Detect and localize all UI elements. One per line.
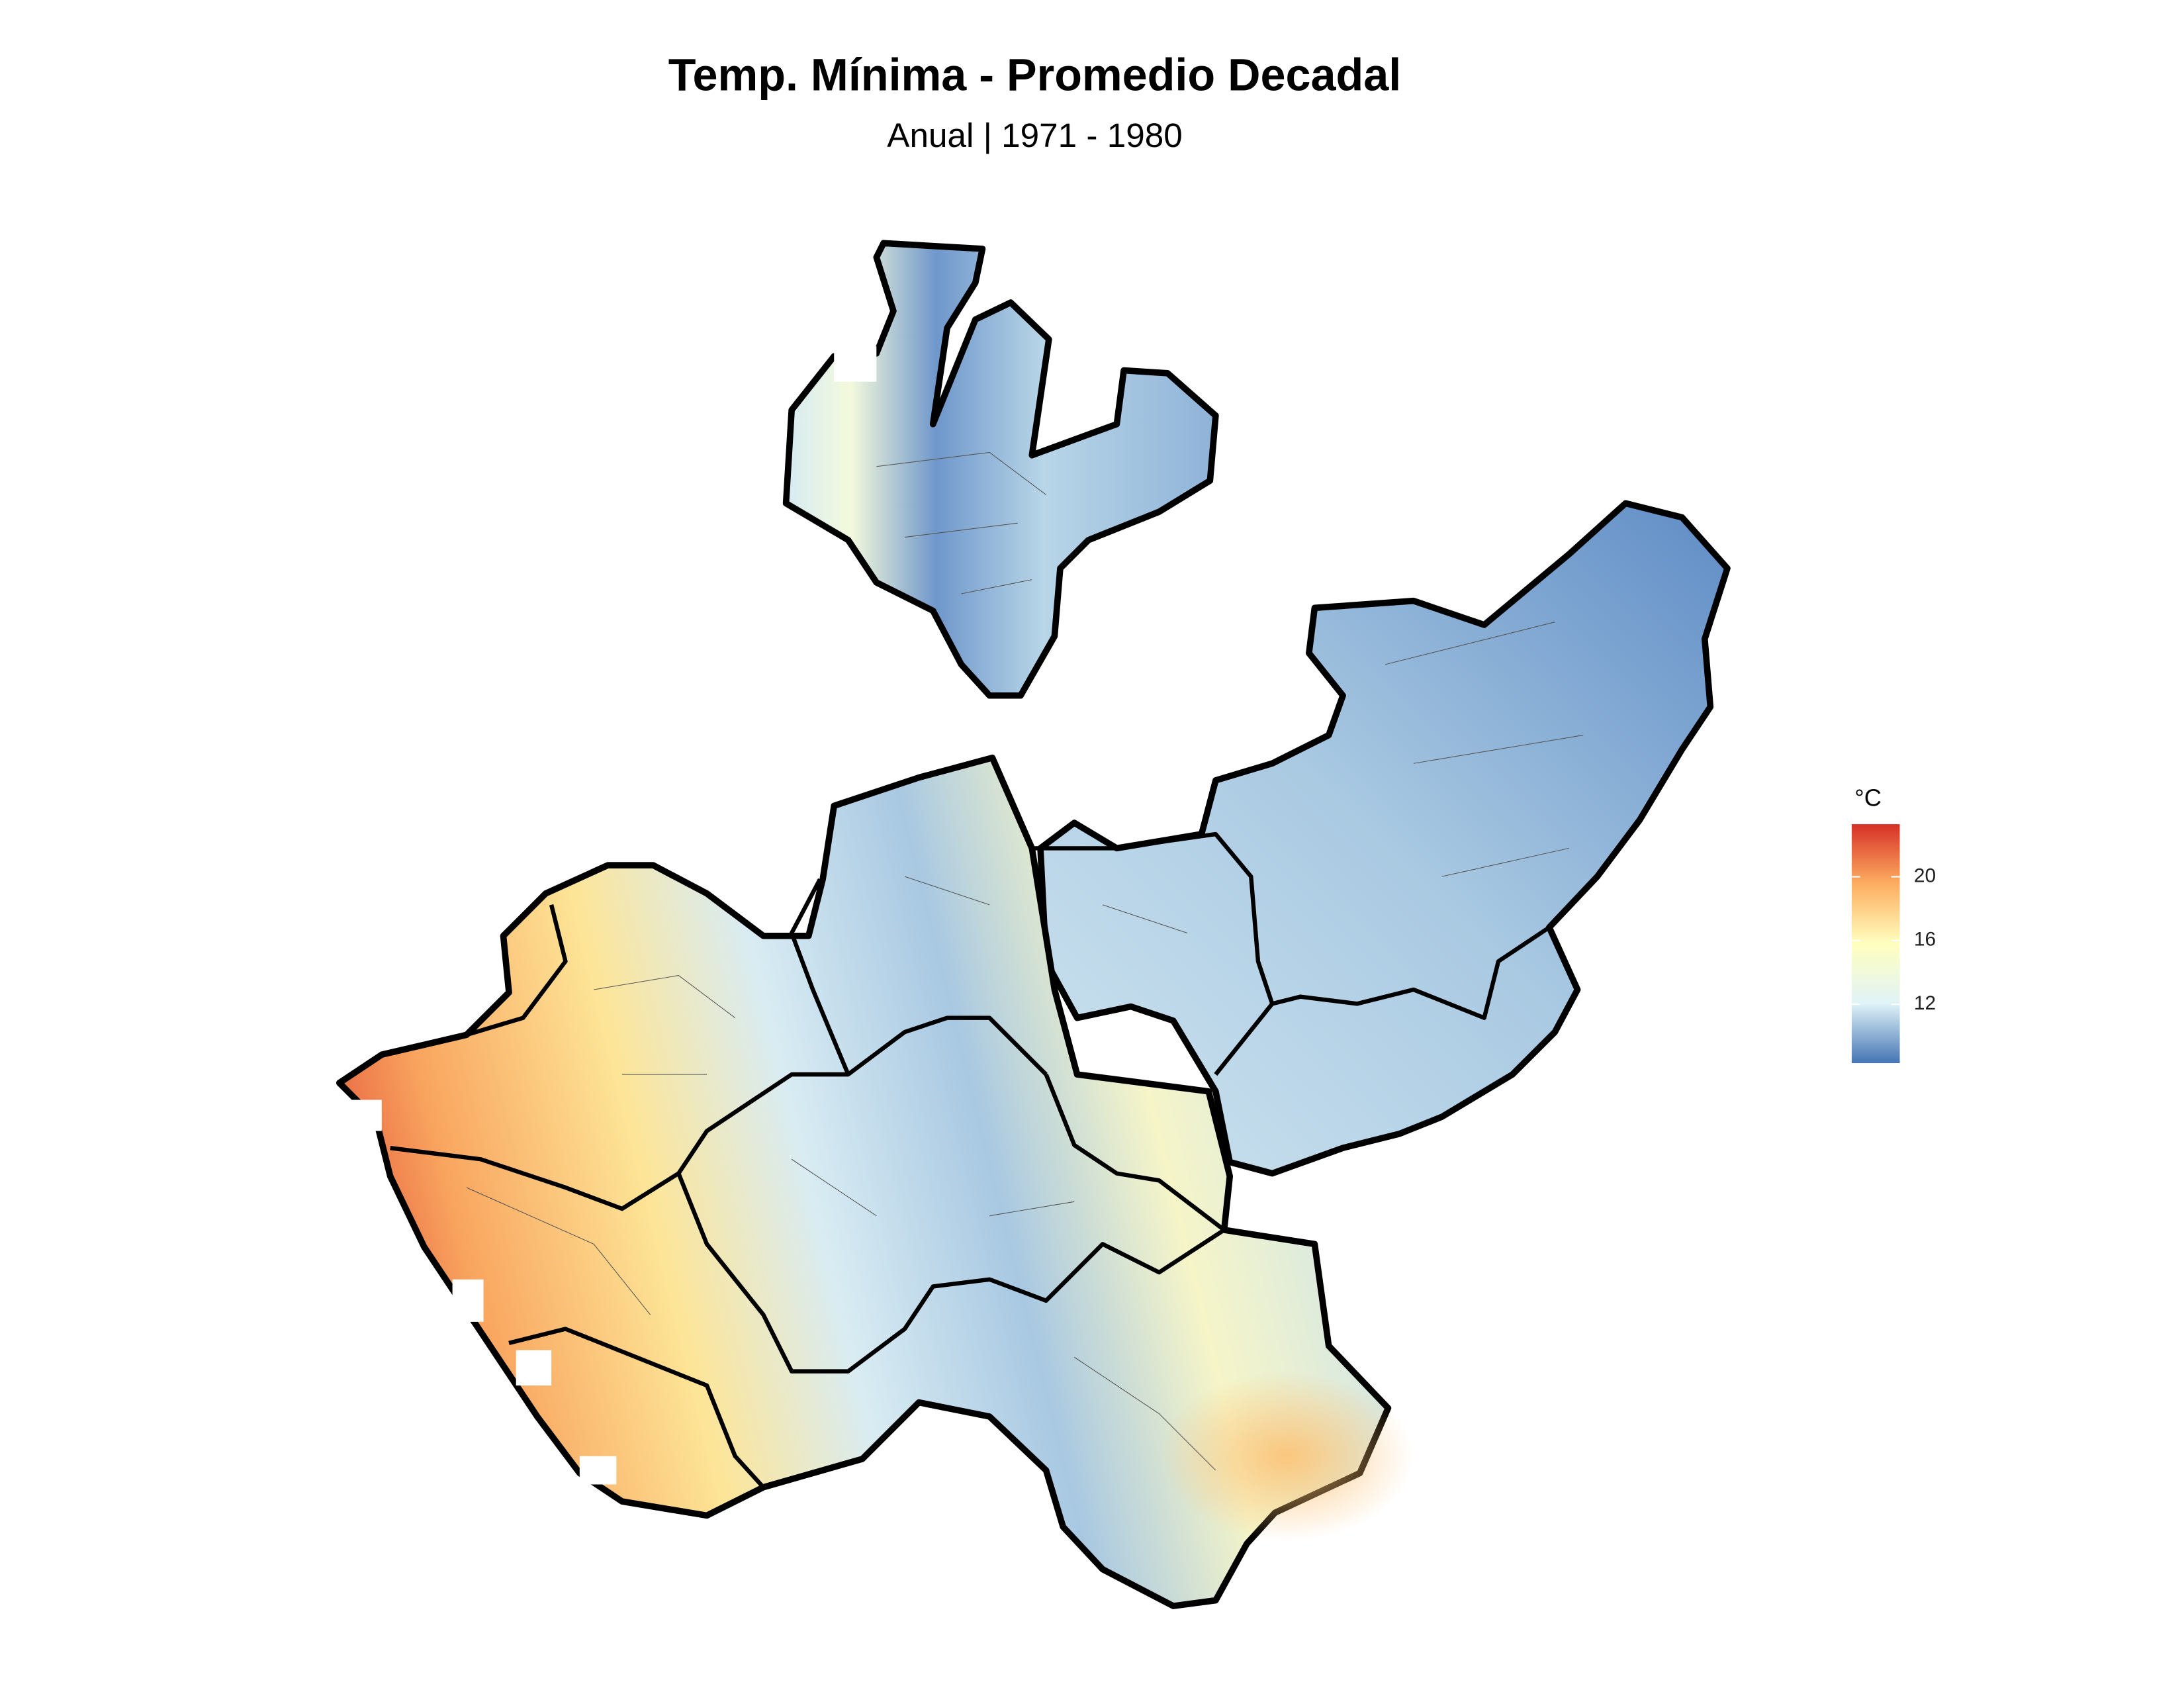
central-south-region <box>336 754 1392 1609</box>
warm-area <box>1159 1371 1414 1541</box>
legend-title: °C <box>1854 784 1882 811</box>
colorbar <box>1851 824 1900 1064</box>
region-border <box>1271 925 1551 1020</box>
legend: °C 12 16 20 <box>1851 784 1936 1064</box>
municipal-lines <box>466 451 1584 1471</box>
region-border <box>1044 1073 1226 1232</box>
state-map <box>336 240 1731 1609</box>
region-border <box>466 904 568 1037</box>
map-title: Temp. Mínima - Promedio Decadal <box>668 50 1401 101</box>
map-subtitle: Anual | 1971 - 1980 <box>887 117 1182 154</box>
north-region <box>782 240 1219 699</box>
region-border <box>508 1327 765 1489</box>
northeast-region <box>1037 500 1731 1177</box>
legend-tick-label: 16 <box>1914 929 1936 951</box>
region-border <box>789 878 850 1076</box>
legend-tick-label: 20 <box>1914 865 1936 886</box>
region-border <box>390 1015 1048 1211</box>
region-border <box>676 1172 1226 1374</box>
legend-tick-label: 12 <box>1914 992 1936 1014</box>
